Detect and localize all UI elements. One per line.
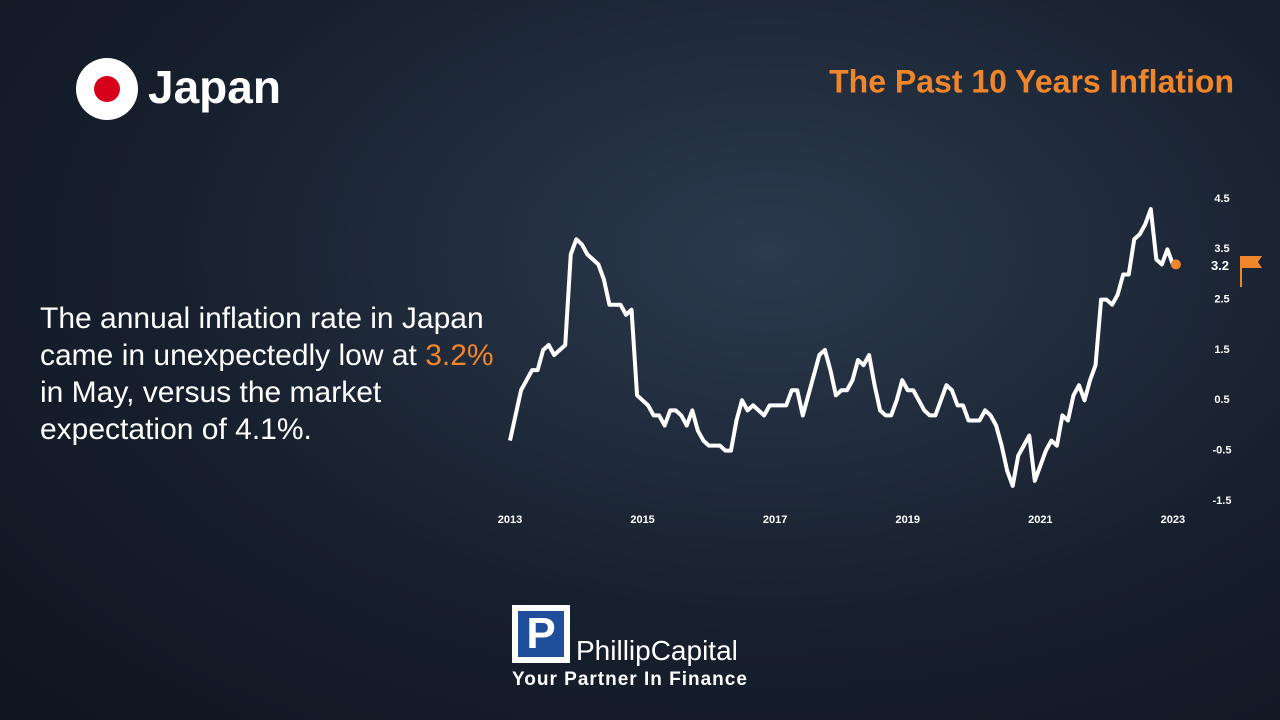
summary-highlight: 3.2% bbox=[425, 339, 494, 372]
x-tick-label: 2013 bbox=[498, 514, 522, 526]
x-tick-label: 2023 bbox=[1161, 514, 1185, 526]
y-tick-label: 3.5 bbox=[1214, 243, 1229, 255]
line bbox=[508, 207, 1175, 488]
flag-icon bbox=[76, 58, 138, 120]
y-tick-label: 2.5 bbox=[1214, 294, 1229, 306]
end-dot bbox=[1170, 259, 1181, 270]
x-tick-label: 2015 bbox=[630, 514, 654, 526]
logo-tagline: Your Partner In Finance bbox=[512, 669, 748, 690]
flag-marker bbox=[1240, 256, 1262, 287]
country: Japan bbox=[148, 61, 281, 113]
y-tick-label: 0.5 bbox=[1214, 394, 1229, 406]
logo-name: PhillipCapital bbox=[576, 635, 738, 666]
y-tick-label: 4.5 bbox=[1214, 193, 1229, 205]
summary-text: The annual inflation rate in Japan came … bbox=[40, 302, 484, 372]
y-tick-label: -0.5 bbox=[1213, 445, 1232, 457]
x-tick-label: 2017 bbox=[763, 514, 787, 526]
summary: The annual inflation rate in Japan came … bbox=[40, 300, 510, 448]
y-tick-label: 1.5 bbox=[1214, 344, 1229, 356]
summary-text: in May, versus the market expectation of… bbox=[40, 376, 382, 446]
end-label: 3.2 bbox=[1211, 258, 1229, 273]
x-tick-label: 2019 bbox=[895, 514, 919, 526]
chart-title: The Past 10 Years Inflation bbox=[829, 63, 1234, 99]
x-tick-label: 2021 bbox=[1028, 514, 1052, 526]
y-tick-label: -1.5 bbox=[1213, 495, 1232, 507]
